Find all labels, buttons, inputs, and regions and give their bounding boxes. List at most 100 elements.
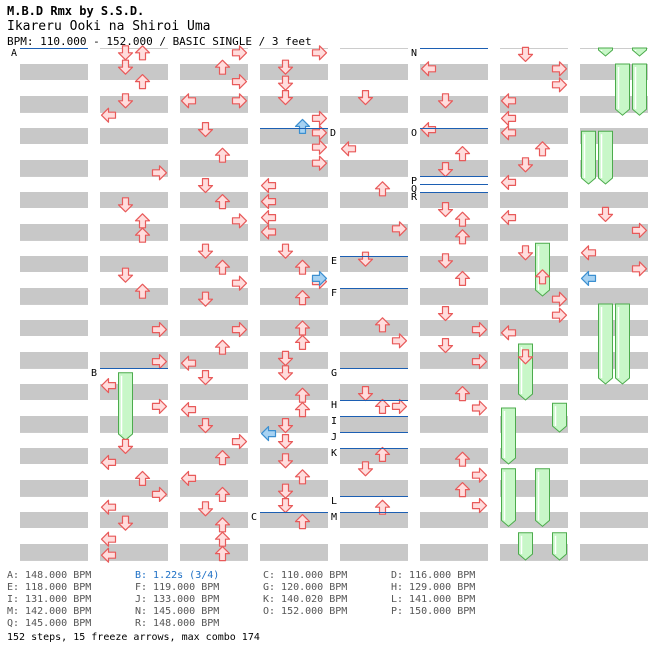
freeze-arrow (501, 468, 516, 528)
step-arrow (117, 45, 134, 61)
step-arrow (197, 243, 214, 259)
step-arrow (134, 73, 151, 90)
bpm-legend-item: E: 118.000 BPM (7, 582, 92, 593)
beat-stripe (500, 96, 568, 112)
beat-stripe (580, 288, 648, 304)
step-arrow (117, 515, 134, 531)
beat-stripe (580, 160, 648, 176)
step-arrow (420, 61, 437, 77)
bpm-legend-item: L: 141.000 BPM (391, 594, 476, 605)
chart-title: M.B.D Rmx by S.S.D. (7, 4, 145, 18)
bpm-legend-item: G: 120.000 BPM (263, 582, 348, 593)
beat-stripe (420, 544, 488, 560)
beat-stripe (100, 192, 168, 208)
step-arrow (437, 202, 454, 218)
step-arrow (197, 291, 214, 307)
beat-stripe (340, 544, 408, 560)
beat-stripe (100, 320, 168, 336)
step-arrow (100, 547, 117, 563)
beat-stripe (20, 192, 88, 208)
step-arrow (471, 354, 488, 370)
step-arrow (311, 155, 328, 171)
beat-stripe (180, 384, 248, 400)
step-arrow (214, 59, 231, 75)
shock-arrow (294, 118, 311, 135)
step-arrow (151, 398, 168, 414)
beat-stripe (580, 352, 648, 368)
step-arrow (277, 453, 294, 469)
bpm-marker-label: K (331, 448, 337, 459)
step-arrow (597, 206, 614, 222)
bpm-marker-label: N (411, 48, 417, 59)
song-title: Ikareru Ooki na Shiroi Uma (7, 19, 211, 34)
beat-stripe (180, 256, 248, 272)
beat-stripe (420, 128, 488, 144)
step-arrow (100, 107, 117, 123)
beat-stripe (500, 192, 568, 208)
beat-stripe (500, 480, 568, 496)
beat-stripe (420, 416, 488, 432)
beat-stripe (260, 352, 328, 368)
beat-stripe (420, 64, 488, 80)
bpm-legend-item: K: 140.020 BPM (263, 594, 348, 605)
shock-arrow (311, 270, 328, 286)
step-arrow (214, 339, 231, 355)
step-arrow (214, 194, 231, 210)
beat-stripe (580, 320, 648, 336)
beat-stripe (20, 160, 88, 176)
beat-stripe (260, 64, 328, 80)
beat-stripe (180, 448, 248, 464)
beat-stripe (260, 224, 328, 240)
step-arrow (231, 93, 248, 109)
step-arrow (117, 197, 134, 213)
beat-stripe (500, 320, 568, 336)
step-arrow (260, 178, 277, 194)
step-arrow (454, 146, 471, 162)
beat-stripe (260, 192, 328, 208)
step-arrow (311, 139, 328, 155)
step-arrow (500, 93, 517, 109)
beat-stripe (20, 288, 88, 304)
step-arrow (534, 141, 551, 157)
beat-stripe (500, 544, 568, 560)
step-arrow (374, 446, 391, 462)
beat-stripe (260, 480, 328, 496)
bpm-marker-label: D (330, 128, 336, 139)
beat-stripe (260, 384, 328, 400)
step-arrow (231, 73, 248, 90)
step-arrow (357, 461, 374, 477)
step-arrow (374, 499, 391, 515)
step-arrow (340, 141, 357, 157)
beat-stripe (100, 224, 168, 240)
step-arrow (437, 253, 454, 269)
beat-stripe (340, 416, 408, 432)
step-arrow (357, 386, 374, 402)
beat-stripe (260, 256, 328, 272)
beat-stripe (580, 416, 648, 432)
step-arrow (231, 434, 248, 450)
beat-stripe (180, 416, 248, 432)
step-arrow (580, 245, 597, 261)
bpm-legend-item: I: 131.000 BPM (7, 594, 92, 605)
beat-stripe (180, 480, 248, 496)
bpm-marker-label: H (331, 400, 337, 411)
bpm-legend-item: A: 148.000 BPM (7, 570, 92, 581)
step-arrow (117, 59, 134, 75)
beat-stripe (500, 128, 568, 144)
step-arrow (391, 333, 408, 349)
step-arrow (277, 418, 294, 434)
step-arrow (454, 211, 471, 227)
beat-stripe (260, 544, 328, 560)
step-arrow (631, 261, 648, 277)
beat-stripe (580, 544, 648, 560)
bpm-marker-label: L (331, 496, 337, 507)
step-arrow (134, 283, 151, 299)
beat-stripe (20, 384, 88, 400)
beat-stripe (20, 480, 88, 496)
beat-stripe (420, 512, 488, 528)
beat-stripe (500, 448, 568, 464)
step-arrow (231, 322, 248, 338)
beat-stripe (20, 416, 88, 432)
step-arrow (134, 45, 151, 61)
